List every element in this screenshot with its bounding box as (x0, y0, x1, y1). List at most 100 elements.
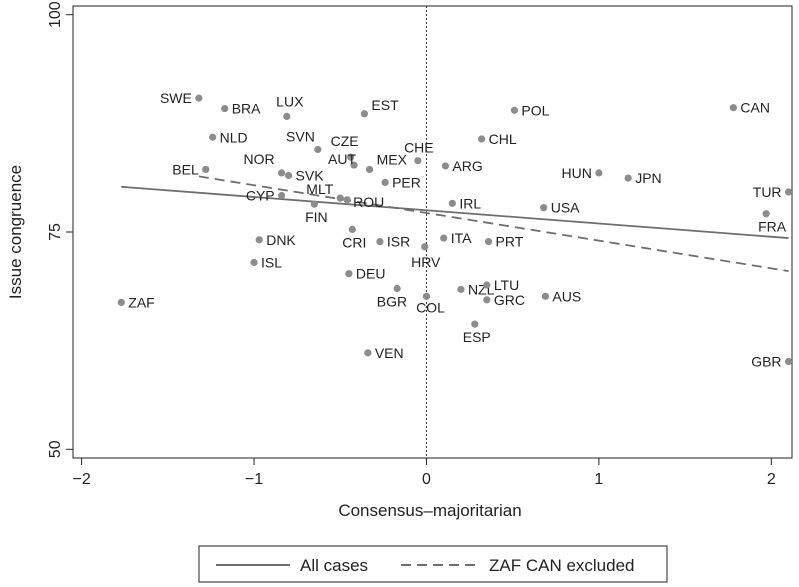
point-label-isr: ISR (387, 234, 410, 250)
data-point-fin (310, 200, 318, 208)
point-label-bel: BEL (172, 161, 199, 177)
point-label-deu: DEU (356, 266, 386, 282)
data-point-can (729, 104, 737, 112)
legend-label-excluded: ZAF CAN excluded (489, 556, 635, 575)
data-point-lux (283, 112, 291, 120)
point-label-hun: HUN (562, 165, 592, 181)
point-label-isl: ISL (261, 254, 282, 270)
point-label-zaf: ZAF (128, 294, 154, 310)
plot-area (72, 5, 793, 459)
point-label-fin: FIN (305, 209, 328, 225)
data-point-irl (448, 199, 456, 207)
data-point-esp (471, 320, 479, 328)
data-point-bel (202, 165, 210, 174)
data-point-arg (441, 162, 450, 170)
y-tick-label: 100 (47, 1, 64, 28)
point-label-cri: CRI (342, 234, 366, 250)
data-point-grc (483, 296, 491, 304)
point-label-lux: LUX (276, 93, 304, 109)
point-label-grc: GRC (494, 292, 525, 308)
data-point-per (381, 178, 389, 187)
x-tick-label: 2 (767, 471, 776, 488)
x-axis-title: Consensus–majoritarian (338, 501, 521, 520)
point-label-nld: NLD (220, 129, 248, 145)
data-point-nld (209, 133, 217, 141)
point-label-col: COL (416, 299, 445, 315)
data-point-isl (250, 258, 258, 267)
data-point-usa (540, 204, 548, 212)
fit-lines (121, 175, 789, 273)
legend: All cases ZAF CAN excluded (198, 545, 668, 583)
data-point-nor (278, 169, 286, 177)
data-point-tur (784, 188, 793, 196)
data-point-svk (284, 171, 293, 180)
point-label-rou: ROU (353, 194, 384, 210)
point-label-gbr: GBR (751, 354, 781, 370)
data-point-svn (314, 145, 322, 154)
point-label-aus: AUS (552, 288, 581, 304)
point-label-per: PER (392, 174, 421, 190)
data-point-fra (762, 210, 770, 218)
data-point-ltu (483, 281, 491, 289)
point-label-prt: PRT (496, 234, 524, 250)
x-tick-label: 0 (422, 471, 431, 488)
point-label-ltu: LTU (494, 277, 519, 293)
point-label-che: CHE (404, 140, 434, 156)
data-point-cze (346, 153, 355, 161)
data-point-est (360, 110, 368, 118)
data-point-isr (376, 237, 384, 246)
point-label-swe: SWE (160, 90, 192, 106)
point-label-est: EST (371, 97, 399, 113)
point-label-mex: MEX (377, 151, 408, 167)
point-label-ita: ITA (451, 230, 472, 246)
data-point-dnk (255, 236, 263, 244)
data-point-chl (478, 135, 486, 143)
data-point-prt (484, 237, 493, 246)
point-label-cze: CZE (331, 133, 359, 149)
y-tick-label: 50 (47, 440, 64, 458)
data-point-deu (345, 270, 353, 278)
data-point-aus (541, 292, 550, 300)
point-label-svk: SVK (296, 168, 325, 184)
data-point-cyp (278, 191, 286, 200)
data-point-mlt (336, 194, 344, 202)
data-point-hun (595, 169, 603, 177)
data-points: SWE BRA LUX EST POL CAN NLD SVN CZE CHL CHE AUT MEX A… (117, 90, 793, 370)
y-tick-label: 75 (47, 223, 64, 241)
data-point-bgr (393, 284, 401, 293)
data-point-gbr (784, 357, 793, 366)
data-point-zaf (117, 298, 125, 307)
x-tick-label: −1 (245, 471, 263, 488)
point-label-chl: CHL (489, 131, 517, 147)
fit-line-solid (121, 185, 789, 239)
fit-line-dashed (198, 175, 789, 273)
point-label-arg: ARG (452, 158, 482, 174)
x-tick-label: −2 (72, 471, 90, 488)
point-label-mlt: MLT (306, 181, 333, 197)
point-label-tur: TUR (753, 184, 782, 200)
point-label-esp: ESP (463, 329, 491, 345)
data-point-mex (365, 165, 374, 174)
y-axis-title: Issue congruence (6, 165, 25, 299)
point-label-ven: VEN (375, 345, 404, 361)
point-label-irl: IRL (459, 195, 481, 211)
data-point-nzl (457, 285, 465, 293)
legend-label-all-cases: All cases (300, 556, 368, 575)
point-label-cyp: CYP (246, 187, 275, 203)
data-point-col (422, 292, 431, 300)
plot-border (72, 5, 793, 459)
data-point-jpn (624, 174, 632, 182)
point-label-usa: USA (551, 200, 580, 216)
point-label-fra: FRA (758, 219, 787, 235)
data-point-rou (343, 196, 351, 204)
point-label-bgr: BGR (377, 294, 407, 310)
y-axis: 50 75 100 (47, 1, 73, 458)
data-point-cri (348, 225, 356, 233)
point-label-pol: POL (521, 102, 549, 118)
data-point-bra (221, 104, 229, 113)
point-label-jpn: JPN (635, 170, 661, 186)
x-axis: −2 −1 0 1 2 (72, 458, 776, 488)
point-label-nor: NOR (244, 151, 275, 167)
data-point-aut (350, 161, 358, 169)
